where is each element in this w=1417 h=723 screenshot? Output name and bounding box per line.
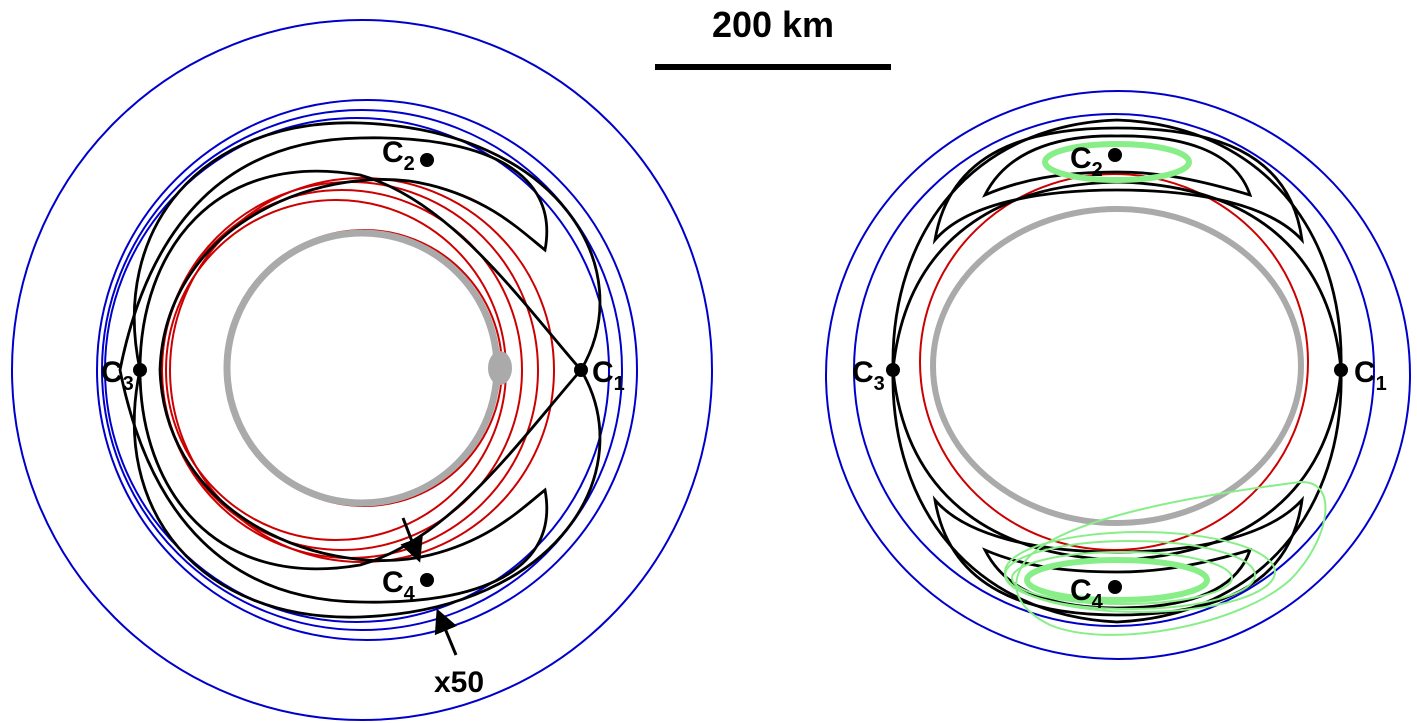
left-tadpole-contour: [118, 136, 549, 604]
right-diagram: C1 C3 C2 C4: [825, 90, 1411, 660]
left-red-ring-1: [169, 177, 555, 563]
right-green-c4-loop-3: [1004, 531, 1276, 613]
left-c2-point: [420, 153, 434, 167]
right-c3-point: [886, 363, 900, 377]
right-green-trajectories: [1004, 141, 1327, 636]
left-blue-outer-ring: [11, 19, 713, 721]
left-blue-ring-4: [104, 117, 610, 623]
left-c1-point: [574, 363, 588, 377]
right-green-c2-orbit: [1042, 141, 1192, 183]
left-black-contours: [118, 121, 602, 619]
left-blue-rings: [11, 19, 713, 721]
left-x50-annotation: x50: [434, 666, 484, 699]
right-red-ring: [919, 173, 1309, 551]
left-arrow-up: [434, 608, 458, 656]
left-c1-label: C1: [592, 356, 625, 395]
right-c4-point: [1108, 580, 1122, 594]
right-blue-inner-ring: [853, 113, 1375, 627]
right-blue-rings: [825, 90, 1411, 660]
left-red-ring-3: [161, 189, 523, 551]
right-c4-label: C4: [1070, 574, 1104, 613]
left-blue-ring-3: [101, 109, 623, 631]
right-c2-label: C2: [1070, 142, 1103, 181]
left-red-ring-4: [165, 199, 507, 541]
scale-label: 200 km: [711, 4, 835, 45]
right-upper-lobe-outer: [932, 126, 1304, 245]
right-gray-core-ring: [930, 206, 1304, 526]
right-inner-contour: [891, 180, 1343, 562]
right-green-c4-orbit: [1024, 557, 1210, 603]
right-c1-label: C1: [1354, 356, 1387, 395]
left-gray-bump: [488, 351, 512, 385]
scale-bar: [655, 64, 891, 70]
left-blue-ring-2: [96, 99, 638, 641]
left-c4-point: [420, 573, 434, 587]
left-c3-point: [133, 363, 147, 377]
right-green-c4-loop-1: [1011, 551, 1233, 605]
right-c2-point: [1108, 148, 1122, 162]
left-c3-label: C3: [101, 356, 134, 395]
left-c2-label: C2: [382, 136, 415, 175]
right-blue-outer-ring: [825, 90, 1411, 660]
right-black-contours: [891, 118, 1343, 624]
left-gray-core-ring: [223, 229, 501, 507]
left-c4-label: C4: [382, 566, 416, 605]
right-c1-point: [1334, 363, 1348, 377]
right-c3-label: C3: [852, 356, 885, 395]
right-outer-contour: [891, 118, 1343, 624]
right-green-c4-loop-4: [1015, 480, 1327, 636]
left-diagram: C1 C3 C2 C4 x50: [11, 19, 713, 721]
left-arrow-down: [400, 517, 423, 563]
